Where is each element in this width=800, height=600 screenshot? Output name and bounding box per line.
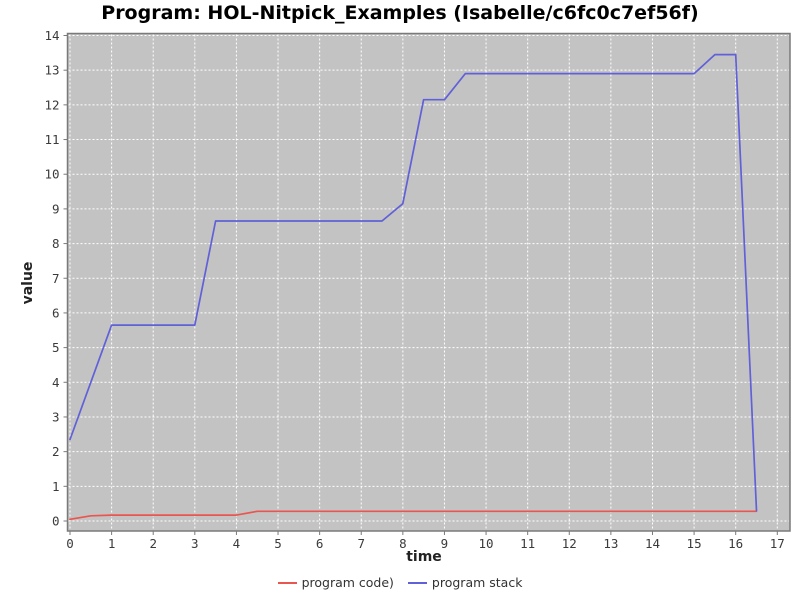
svg-text:3: 3: [191, 536, 199, 551]
svg-text:10: 10: [479, 536, 494, 551]
svg-text:14: 14: [44, 28, 59, 43]
svg-text:13: 13: [44, 63, 59, 78]
series-line-program-stack: [69, 53, 758, 512]
gridlines: [68, 34, 789, 530]
svg-text:11: 11: [520, 536, 535, 551]
svg-text:15: 15: [687, 536, 702, 551]
legend-line-swatch-red: [277, 581, 297, 584]
plot-area: [66, 32, 791, 532]
legend: program code) program stack: [0, 575, 800, 590]
svg-text:4: 4: [52, 375, 60, 390]
svg-text:12: 12: [44, 97, 59, 112]
svg-text:7: 7: [52, 271, 60, 286]
svg-text:0: 0: [66, 536, 74, 551]
svg-text:9: 9: [52, 201, 60, 216]
svg-text:5: 5: [274, 536, 282, 551]
svg-text:14: 14: [645, 536, 660, 551]
svg-text:4: 4: [233, 536, 241, 551]
y-axis-label: value: [20, 261, 36, 305]
x-axis-label: time: [406, 549, 442, 565]
legend-line-swatch-blue: [407, 581, 427, 584]
svg-text:11: 11: [44, 132, 59, 147]
svg-text:6: 6: [52, 305, 60, 320]
axis-ticks: [63, 35, 778, 535]
svg-text:3: 3: [52, 409, 60, 424]
svg-text:12: 12: [562, 536, 577, 551]
svg-text:16: 16: [728, 536, 743, 551]
svg-text:5: 5: [52, 340, 60, 355]
svg-text:6: 6: [316, 536, 324, 551]
svg-text:0: 0: [52, 514, 60, 529]
legend-item-program-code: program code): [277, 575, 394, 590]
legend-label-program-code: program code): [301, 575, 394, 590]
svg-text:1: 1: [52, 479, 60, 494]
series-line-program-code: [69, 510, 758, 521]
svg-text:2: 2: [149, 536, 157, 551]
svg-text:9: 9: [441, 536, 449, 551]
svg-text:10: 10: [44, 167, 59, 182]
svg-text:8: 8: [52, 236, 60, 251]
svg-text:7: 7: [357, 536, 365, 551]
svg-text:2: 2: [52, 444, 60, 459]
svg-text:17: 17: [770, 536, 785, 551]
legend-label-program-stack: program stack: [431, 575, 523, 590]
legend-item-program-stack: program stack: [407, 575, 523, 590]
svg-text:1: 1: [108, 536, 116, 551]
svg-text:13: 13: [603, 536, 618, 551]
svg-text:8: 8: [399, 536, 407, 551]
chart-title: Program: HOL-Nitpick_Examples (Isabelle/…: [101, 2, 699, 24]
